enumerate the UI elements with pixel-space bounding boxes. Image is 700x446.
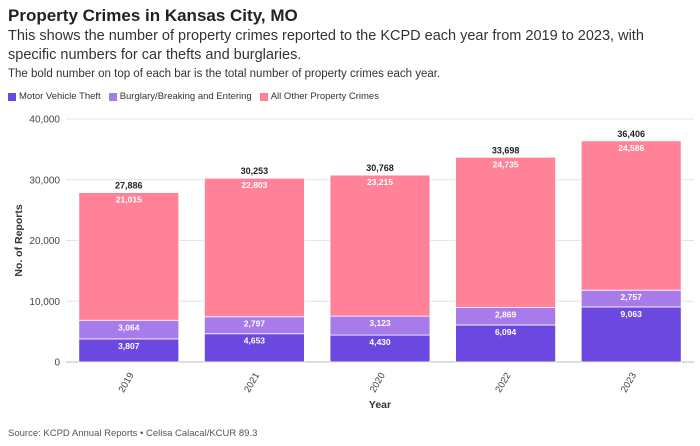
bar-segment [78,192,180,321]
legend-label: All Other Property Crimes [270,91,379,102]
segment-value-label: 3,807 [118,341,140,351]
legend-swatch [8,92,16,101]
chart-description: The bold number on top of each bar is th… [8,68,441,80]
source-note: Source: KCPD Annual Reports • Celisa Cal… [8,428,258,439]
segment-value-label: 21,015 [116,195,142,205]
x-tick-label: 2019 [117,371,137,395]
segment-value-label: 9,063 [621,309,643,319]
bar-total-label: 33,698 [492,145,520,155]
y-tick-label: 0 [54,358,60,369]
chart-title: Property Crimes in Kansas City, MO [8,6,298,25]
segment-value-label: 22,803 [241,180,267,190]
bar-segment [329,174,431,317]
segment-value-label: 2,797 [244,319,266,329]
x-tick-label: 2023 [619,371,639,395]
legend-item-motor-vehicle-theft[interactable]: Motor Vehicle Theft [8,91,101,102]
legend-swatch [259,92,268,101]
x-tick-label: 2020 [368,371,388,395]
legend-item-other-property-crimes[interactable]: All Other Property Crimes [259,91,379,102]
y-tick-label: 20,000 [29,236,60,247]
segment-value-label: 24,586 [618,143,644,153]
bar-total-label: 30,253 [241,166,269,176]
y-tick-label: 10,000 [29,297,60,308]
segment-value-label: 6,094 [495,327,517,337]
bar-segment [203,333,305,363]
segment-value-label: 2,757 [621,292,643,302]
bar-segment [455,156,557,308]
x-tick-label: 2022 [493,371,513,395]
legend-swatch [108,92,117,101]
segment-value-label: 4,430 [369,337,391,347]
bar-segment [455,324,557,363]
segment-value-label: 2,869 [495,310,517,320]
segment-value-label: 23,215 [367,177,393,187]
segment-value-label: 3,064 [118,322,140,332]
segment-value-label: 3,123 [369,318,391,328]
bar-total-label: 30,768 [366,163,394,173]
x-tick-label: 2021 [242,371,262,395]
stacked-bar-chart: 0 10,000 20,000 30,000 40,000 No. of Reports 3… [13,115,694,411]
bar-segment [580,140,682,291]
segment-value-label: 4,653 [244,336,266,346]
segment-value-label: 24,735 [493,159,519,169]
bar-total-label: 36,406 [617,129,645,139]
y-tick-label: 40,000 [29,115,60,126]
legend: Motor Vehicle Theft Burglary/Breaking an… [8,91,379,102]
legend-item-burglary[interactable]: Burglary/Breaking and Entering [108,91,252,102]
bar-segment [203,177,305,318]
x-axis-label: Year [369,399,391,411]
y-tick-label: 30,000 [29,175,60,186]
y-axis-label: No. of Reports [13,204,25,276]
chart-subtitle: This shows the number of property crimes… [8,28,644,63]
bar-segment [329,334,431,363]
legend-label: Motor Vehicle Theft [19,91,101,102]
legend-label: Burglary/Breaking and Entering [119,91,252,102]
bar-total-label: 27,886 [115,181,143,191]
